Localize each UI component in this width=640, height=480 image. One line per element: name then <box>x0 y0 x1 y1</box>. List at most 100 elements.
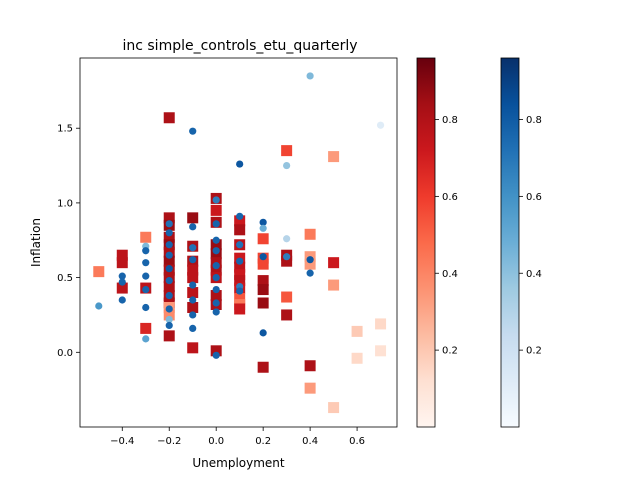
colorbar-tick-label: 0.8 <box>442 115 458 126</box>
square-point <box>257 297 269 309</box>
circle-point <box>142 247 150 255</box>
x-axis-label: Unemployment <box>192 456 285 470</box>
square-point <box>210 290 222 302</box>
square-point <box>234 261 246 273</box>
circle-point <box>212 299 220 307</box>
square-point <box>328 151 340 163</box>
circle-point <box>95 302 103 310</box>
circle-point <box>236 287 244 295</box>
square-point <box>187 342 199 354</box>
circle-point <box>259 218 267 226</box>
circle-point <box>306 256 314 264</box>
circle-point <box>236 257 244 265</box>
circle-point <box>165 229 173 237</box>
circle-point <box>212 308 220 316</box>
circle-point <box>212 236 220 244</box>
y-tick-label: 0.5 <box>57 273 73 284</box>
circle-point <box>212 351 220 359</box>
colorbar-tick-label: 0.2 <box>442 346 458 357</box>
square-point <box>304 360 316 372</box>
circle-point <box>212 274 220 282</box>
circle-point <box>306 269 314 277</box>
square-point <box>116 257 128 269</box>
square-point <box>304 228 316 240</box>
circle-point <box>118 272 126 280</box>
square-point <box>257 361 269 373</box>
square-point <box>304 382 316 394</box>
circle-point <box>165 220 173 228</box>
circle-point <box>189 311 197 319</box>
circle-point <box>165 291 173 300</box>
square-point <box>187 264 199 276</box>
circle-point <box>212 262 220 270</box>
plot-frame <box>79 57 398 428</box>
circle-point <box>189 296 197 304</box>
colorbar-tick-label: 0.4 <box>526 269 542 280</box>
circle-point <box>142 272 150 280</box>
x-tick-label: 0.4 <box>302 436 318 447</box>
circle-point <box>259 224 267 232</box>
colorbar-blues-gradient <box>501 58 519 427</box>
square-point <box>187 272 199 284</box>
square-point <box>163 255 175 267</box>
y-tick-label: 1.5 <box>57 124 73 135</box>
square-point <box>163 281 175 293</box>
square-point <box>210 204 222 216</box>
circle-point <box>189 281 197 289</box>
colorbar-tick-label: 0.4 <box>442 269 458 280</box>
x-tick-label: 0.2 <box>255 436 271 447</box>
circle-point <box>165 315 173 324</box>
square-point <box>210 239 222 251</box>
square-point <box>281 255 293 267</box>
square-point <box>234 215 246 227</box>
y-axis-label: Inflation <box>29 218 43 267</box>
circle-point <box>236 241 244 249</box>
square-point <box>281 291 293 303</box>
y-axis-ticks: 0.0 0.5 1.0 1.5 <box>57 124 80 359</box>
square-point <box>116 249 128 261</box>
square-point <box>328 257 340 269</box>
circle-point <box>189 324 197 333</box>
chart-title: inc simple_controls_etu_quarterly <box>122 38 357 54</box>
circle-point <box>189 256 197 264</box>
square-point <box>210 345 222 357</box>
circle-point <box>212 220 220 228</box>
colorbar-tick-label: 0.8 <box>526 115 542 126</box>
square-point <box>281 145 293 157</box>
circle-point <box>142 335 150 343</box>
colorbar-tick-label: 0.6 <box>526 192 542 203</box>
square-point <box>93 266 105 278</box>
circle-point <box>259 329 267 337</box>
square-point <box>257 275 269 287</box>
colorbar-blues-frame <box>500 57 520 428</box>
square-point <box>234 269 246 281</box>
colorbar-blues-ticks: 0.2 0.4 0.6 0.8 <box>519 115 542 357</box>
circle-point <box>283 253 291 261</box>
square-point <box>351 352 363 364</box>
square-point <box>140 231 152 243</box>
circle-point <box>165 265 173 273</box>
square-point <box>234 275 246 287</box>
square-point <box>116 282 128 294</box>
circle-point <box>283 161 291 170</box>
circle-point <box>165 305 173 313</box>
circle-point <box>306 72 314 80</box>
colorbar-tick-label: 0.2 <box>526 346 542 357</box>
square-point <box>234 224 246 236</box>
x-tick-label: 0.6 <box>349 436 365 447</box>
colorbar-reds-frame <box>416 57 436 428</box>
circle-point <box>118 278 126 286</box>
colorbar-reds-ticks: 0.2 0.4 0.6 0.8 <box>435 115 458 357</box>
blues-series <box>95 72 385 359</box>
circle-point <box>189 127 197 135</box>
circle-point <box>236 212 244 220</box>
circle-point <box>165 276 173 285</box>
circle-point <box>142 303 150 312</box>
x-axis-ticks: −0.4 −0.2 0.0 0.2 0.4 0.6 <box>110 427 365 447</box>
square-point <box>163 231 175 243</box>
square-point <box>210 264 222 276</box>
colorbar-tick-label: 0.6 <box>442 192 458 203</box>
square-point <box>304 258 316 270</box>
circle-point <box>189 223 197 231</box>
